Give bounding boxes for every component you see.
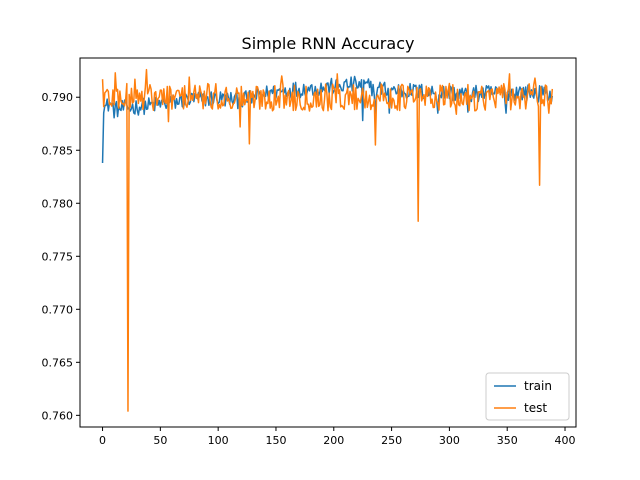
plot-area [101,68,554,412]
x-tick-label: 400 [555,434,576,447]
legend-label-train: train [524,379,552,393]
x-tick-label: 300 [439,434,460,447]
x-tick-label: 200 [323,434,344,447]
x-tick-label: 0 [99,434,106,447]
series-line-test [101,68,554,412]
y-tick-label: 0.760 [42,409,74,422]
legend-label-test: test [524,401,547,415]
x-axis: 0 50 100 150 200 250 300 350 400 [99,427,576,447]
y-tick-label: 0.790 [42,91,74,104]
y-tick-label: 0.775 [42,250,74,263]
y-tick-label: 0.785 [42,144,74,157]
x-tick-label: 350 [497,434,518,447]
axes-frame [79,57,577,428]
y-tick-label: 0.765 [42,356,74,369]
y-tick-label: 0.770 [42,303,74,316]
x-tick-label: 50 [153,434,167,447]
x-tick-label: 100 [208,434,229,447]
legend: train test [485,372,570,421]
y-tick-label: 0.780 [42,197,74,210]
chart-title: Simple RNN Accuracy [242,34,415,53]
y-axis: 0.760 0.765 0.770 0.775 0.780 0.785 0.790 [42,91,80,422]
x-tick-label: 150 [265,434,286,447]
x-tick-label: 250 [381,434,402,447]
